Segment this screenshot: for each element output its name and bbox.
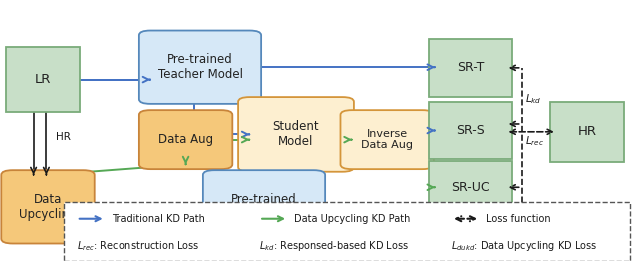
Text: SR-S: SR-S (456, 124, 484, 137)
FancyBboxPatch shape (1, 170, 95, 244)
FancyBboxPatch shape (203, 170, 325, 244)
FancyBboxPatch shape (550, 102, 624, 162)
Text: $L_{rec}$: Reconstruction Loss: $L_{rec}$: Reconstruction Loss (77, 239, 199, 253)
Text: Inverse
Data Aug: Inverse Data Aug (361, 129, 413, 150)
Text: Pseudo SR: Pseudo SR (440, 232, 501, 245)
Text: $L_{dukd}$: $L_{dukd}$ (525, 206, 549, 220)
Text: Pre-trained
Teacher Model: Pre-trained Teacher Model (157, 53, 243, 81)
Text: Data Aug: Data Aug (158, 133, 213, 146)
Text: Student
Model: Student Model (273, 120, 319, 149)
FancyBboxPatch shape (429, 214, 512, 261)
Text: Data Upcycling KD Path: Data Upcycling KD Path (294, 214, 411, 224)
FancyBboxPatch shape (238, 97, 354, 172)
Text: Pre-trained
Teacher Model: Pre-trained Teacher Model (221, 193, 307, 221)
FancyBboxPatch shape (139, 110, 232, 169)
Text: LR: LR (35, 73, 51, 86)
Text: Data
Upcycling: Data Upcycling (19, 193, 77, 221)
FancyBboxPatch shape (139, 31, 261, 104)
FancyBboxPatch shape (429, 39, 512, 97)
FancyBboxPatch shape (64, 202, 630, 261)
Text: $L_{kd}$: Responsed-based KD Loss: $L_{kd}$: Responsed-based KD Loss (259, 239, 409, 253)
Text: $L_{rec}$: $L_{rec}$ (525, 134, 544, 148)
Text: SR-UC: SR-UC (451, 181, 490, 194)
Text: HR: HR (578, 125, 596, 138)
Text: $L_{dukd}$: Data Upcycling KD Loss: $L_{dukd}$: Data Upcycling KD Loss (451, 239, 598, 253)
FancyBboxPatch shape (429, 102, 512, 159)
Text: Loss function: Loss function (486, 214, 551, 224)
FancyBboxPatch shape (429, 161, 512, 214)
Text: Traditional KD Path: Traditional KD Path (112, 214, 205, 224)
FancyBboxPatch shape (6, 47, 80, 112)
FancyBboxPatch shape (340, 110, 434, 169)
Text: SR-T: SR-T (457, 61, 484, 74)
Text: HR: HR (56, 132, 71, 142)
Text: $L_{kd}$: $L_{kd}$ (525, 92, 541, 106)
